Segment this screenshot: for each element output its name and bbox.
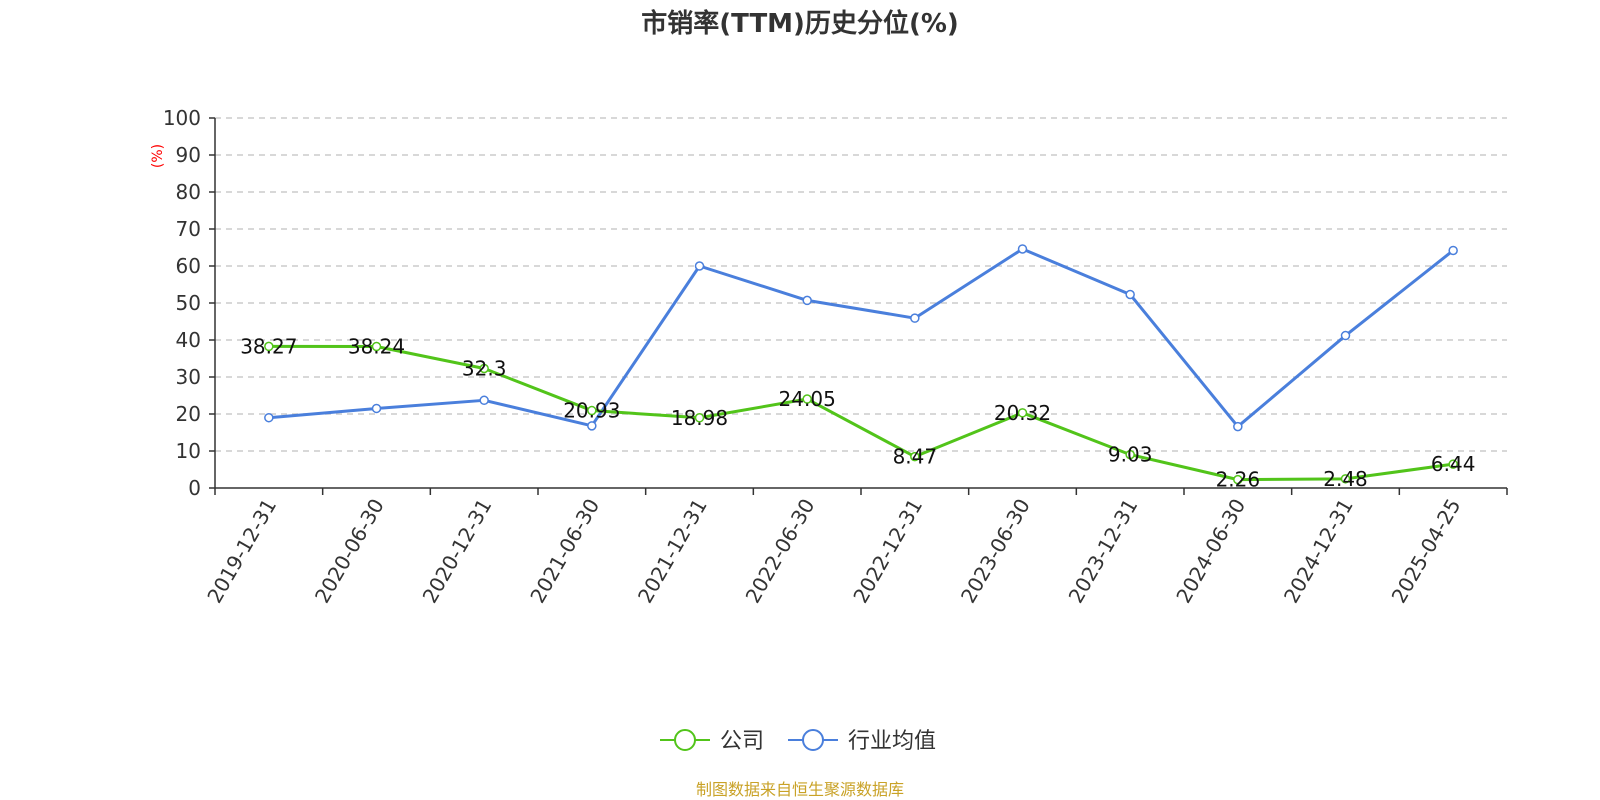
data-point	[264, 341, 274, 352]
y-tick-label: 20	[176, 402, 201, 426]
y-tick-label: 30	[176, 365, 201, 389]
y-tick-label: 10	[176, 439, 201, 463]
grid-lines	[215, 117, 1507, 452]
data-point	[371, 341, 382, 352]
series-line	[268, 247, 1455, 429]
data-point	[694, 261, 705, 271]
series-lines	[264, 244, 1458, 485]
data-point	[1125, 289, 1135, 300]
data-point	[694, 413, 705, 423]
data-point	[1017, 244, 1028, 254]
data-label: 2.26	[1216, 468, 1261, 492]
data-label: 24.05	[779, 387, 836, 411]
data-point	[1448, 459, 1458, 469]
data-point	[1233, 421, 1243, 432]
data-label: 38.27	[240, 334, 297, 358]
x-tick-label: 2022-12-31	[848, 494, 927, 607]
x-tick-label: 2024-12-31	[1279, 495, 1358, 608]
data-point	[910, 313, 920, 323]
legend[interactable]: 公司 行业均值	[660, 729, 936, 754]
legend-marker-icon	[802, 729, 824, 751]
x-tick-label: 2023-12-31	[1064, 495, 1143, 608]
data-label: 20.32	[994, 401, 1051, 425]
data-point	[1340, 330, 1351, 341]
legend-label: 公司	[720, 729, 764, 754]
series-line	[268, 344, 1454, 482]
legend-label: 行业均值	[848, 729, 936, 754]
y-axis-label: (%)	[150, 144, 166, 168]
data-point	[1233, 474, 1243, 485]
data-point	[1017, 408, 1028, 418]
data-label: 6.44	[1431, 452, 1476, 476]
series-0	[264, 341, 1458, 485]
data-label: 20.93	[563, 399, 620, 423]
chart-title: 市销率(TTM)历史分位(%)	[641, 8, 959, 39]
data-point	[587, 405, 597, 416]
data-point	[802, 295, 812, 306]
x-tick-label: 2024-06-30	[1171, 495, 1250, 608]
data-point	[1340, 474, 1351, 484]
y-tick-label: 70	[176, 217, 201, 241]
data-label: 32.3	[462, 356, 507, 380]
x-tick-label: 2021-12-31	[633, 495, 712, 608]
y-tick-label: 40	[176, 328, 201, 352]
data-point	[264, 412, 274, 423]
legend-marker-icon	[674, 729, 696, 751]
y-tick-label: 80	[176, 180, 201, 204]
x-tick-label: 2022-06-30	[741, 495, 820, 608]
source-note: 制图数据来自恒生聚源数据库	[696, 780, 904, 799]
data-label: 38.24	[348, 335, 405, 359]
data-point	[371, 403, 382, 414]
data-point	[910, 451, 920, 462]
x-tick-label: 2020-12-31	[418, 494, 497, 607]
x-tick-label: 2025-04-25	[1387, 495, 1466, 608]
y-tick-label: 60	[176, 254, 201, 278]
data-point	[587, 421, 597, 431]
data-point	[802, 394, 812, 404]
data-point	[479, 363, 489, 374]
y-tick-label: 90	[176, 143, 201, 167]
series-1	[264, 244, 1458, 432]
data-point	[1448, 245, 1458, 256]
x-tick-label: 2020-06-30	[310, 495, 389, 608]
data-point	[479, 395, 489, 406]
x-tick-label: 2021-06-30	[525, 495, 604, 608]
y-tick-label: 100	[163, 106, 201, 130]
legend-item-0[interactable]: 公司	[660, 729, 764, 754]
data-label: 8.47	[893, 445, 938, 469]
x-tick-label: 2019-12-31	[202, 495, 281, 608]
x-tick-label: 2023-06-30	[956, 495, 1035, 608]
legend-item-1[interactable]: 行业均值	[788, 729, 936, 754]
y-tick-label: 0	[188, 476, 201, 500]
data-label: 18.98	[671, 406, 728, 430]
data-labels: 38.27 38.24 32.3 20.93 18.98 24.05 8.47 20.32 9.…	[240, 334, 1475, 491]
y-axis-ticks: 0 10 20 30 40 50 60 70 80 90 100	[163, 106, 215, 500]
data-label: 2.48	[1323, 467, 1368, 491]
data-point	[1125, 449, 1135, 460]
y-tick-label: 50	[176, 291, 201, 315]
data-label: 9.03	[1108, 443, 1153, 467]
